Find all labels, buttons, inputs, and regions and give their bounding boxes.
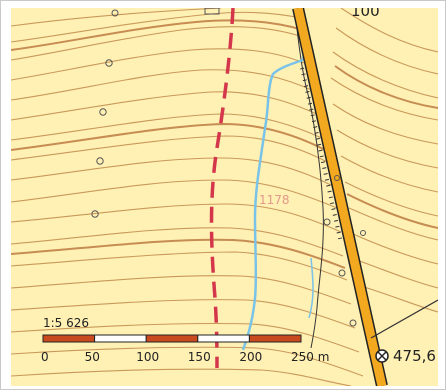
boundary-line xyxy=(209,8,235,369)
dot-marker-icon xyxy=(360,230,366,236)
dot-marker-icon xyxy=(323,218,331,226)
building-marker xyxy=(204,8,220,15)
embankment-tick xyxy=(335,225,340,228)
top-edge-label: 100 xyxy=(351,8,380,20)
embankment-tick xyxy=(332,214,337,216)
embankment-tick xyxy=(317,143,322,146)
embankment-tick xyxy=(306,96,311,99)
embankment-tick xyxy=(305,91,310,93)
scale-bar: 1:5 626 0 50 100 150 200 250 m xyxy=(41,316,329,364)
embankment-tick xyxy=(309,108,314,111)
embankment-tick xyxy=(315,137,320,140)
embankment-tick xyxy=(311,120,317,123)
dot-marker-icon xyxy=(99,108,107,116)
embankment-tick xyxy=(324,178,330,181)
footpath xyxy=(295,19,324,349)
scale-segment xyxy=(197,334,250,343)
main-road[interactable] xyxy=(292,8,388,386)
embankment-tick xyxy=(323,173,328,175)
embankment-tick xyxy=(318,149,323,152)
embankment-tick xyxy=(302,79,307,82)
embankment-tick xyxy=(331,208,336,211)
embankment-tick xyxy=(300,67,305,70)
scale-tick-label: 250 m xyxy=(291,350,329,364)
dot-markers xyxy=(91,9,366,327)
embankment-tick xyxy=(336,231,341,234)
stream xyxy=(241,58,304,351)
embankment-tick xyxy=(330,202,335,205)
dot-marker-icon xyxy=(91,210,99,218)
embankment-tick xyxy=(322,167,327,170)
scale-segment xyxy=(145,334,199,343)
contour-lines xyxy=(11,8,438,386)
scale-tick-label: 50 xyxy=(85,350,100,364)
embankment-tick xyxy=(326,184,331,187)
embankment-tick xyxy=(319,155,324,158)
scale-tick-label: 150 xyxy=(188,350,211,364)
dot-marker-icon xyxy=(349,319,357,327)
power-line xyxy=(370,299,438,339)
scale-segments xyxy=(42,334,302,343)
scale-segment xyxy=(42,334,96,343)
embankment-tick xyxy=(327,190,332,193)
embankment-tick xyxy=(313,126,318,129)
embankment-tick xyxy=(307,102,313,105)
scale-tick-label: 200 xyxy=(239,350,262,364)
embankment-tick xyxy=(334,219,339,222)
stream-lower xyxy=(308,257,314,319)
road-embankment-ticks xyxy=(300,67,343,240)
dot-marker-icon xyxy=(111,9,119,17)
scale-ticks: 0 50 100 150 200 250 m xyxy=(41,350,329,364)
survey-point-icon[interactable] xyxy=(375,349,389,363)
embankment-tick xyxy=(337,237,343,240)
scale-segment xyxy=(248,334,302,343)
index-contours xyxy=(11,19,438,269)
embankment-tick xyxy=(310,114,315,117)
scale-segment xyxy=(94,334,147,343)
elevation-label: 1178 xyxy=(259,193,290,207)
scale-ratio: 1:5 626 xyxy=(43,316,89,330)
spot-height-label: 475,6 xyxy=(393,347,436,365)
scale-tick-label: 100 xyxy=(136,350,159,364)
embankment-tick xyxy=(301,73,306,76)
dot-marker-icon xyxy=(96,157,104,165)
embankment-tick xyxy=(304,85,309,88)
dot-marker-icon xyxy=(105,59,113,67)
scale-tick-label: 0 xyxy=(41,350,49,364)
embankment-tick xyxy=(328,196,333,199)
topographic-map[interactable]: 100 1178 475,6 1:5 626 0 50 100 150 200 250 m xyxy=(11,8,438,386)
map-canvas[interactable]: 100 1178 475,6 1:5 626 0 50 100 150 200 250 m xyxy=(11,8,438,386)
embankment-tick xyxy=(314,132,319,134)
embankment-tick xyxy=(320,161,326,164)
dot-marker-icon xyxy=(334,175,340,181)
dot-marker-icon xyxy=(338,269,346,277)
